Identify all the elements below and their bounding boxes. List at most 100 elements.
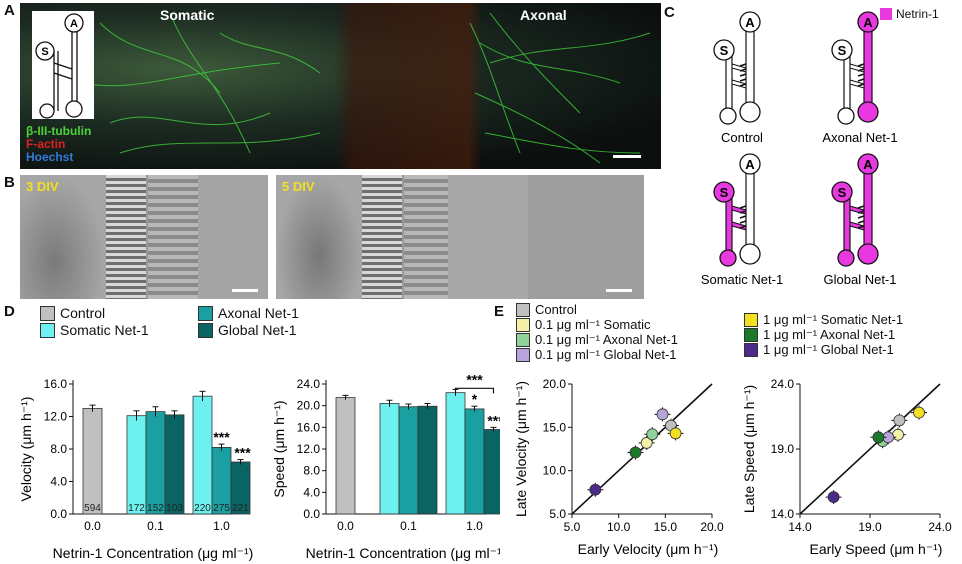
x-tick-label: 1.0 — [213, 519, 230, 533]
scatter-legend-right-label: 1 μg ml⁻¹ Axonal Net-1 — [763, 327, 896, 342]
scatter-legend-left-swatch — [516, 317, 530, 332]
panel-e-letter: E — [494, 303, 505, 320]
chip-condition-diagrams: A S Control A S Axonal Net-1 A S Somatic Net-1 A S… — [701, 11, 898, 287]
chip-name: Somatic Net-1 — [701, 272, 783, 287]
y-tick-label: 19.0 — [771, 442, 795, 456]
scatter-point — [893, 414, 906, 427]
bar-legend-label: Global Net-1 — [218, 322, 297, 338]
bar — [483, 429, 500, 515]
bar-legend: Control Somatic Net-1 Axonal Net-1 Global N… — [40, 305, 340, 341]
x-tick-label: 24.0 — [928, 520, 952, 534]
bar — [464, 408, 485, 515]
scatter-legend-left-item-3: 0.1 μg ml⁻¹ Global Net-1 — [516, 347, 746, 362]
bar-legend-swatch — [198, 305, 213, 321]
scatter-point — [646, 428, 659, 441]
microgroove — [857, 68, 865, 72]
somatic-link-2 — [849, 221, 865, 231]
bar-legend-label: Axonal Net-1 — [218, 305, 299, 321]
x-tick-label: 10.0 — [607, 520, 631, 534]
scatter-legend-left-swatch — [516, 332, 530, 347]
somatic-channel — [843, 53, 851, 113]
x-tick-label: 15.0 — [654, 520, 678, 534]
x-axis-label: Early Velocity (μm h⁻¹) — [578, 541, 719, 557]
microgroove — [857, 225, 865, 229]
somatic-well-bottom — [719, 107, 737, 125]
chip-s-label: S — [838, 43, 847, 58]
y-tick-label: 12.0 — [44, 410, 68, 424]
neurite-overlay — [79, 12, 651, 164]
microgroove — [739, 205, 747, 209]
bar — [417, 405, 438, 515]
bar-legend-item-3: Global Net-1 — [198, 322, 297, 338]
microgroove — [857, 78, 865, 82]
bar-count-label: 275 — [213, 503, 230, 514]
x-axis-label: Netrin-1 Concentration (μg ml⁻¹) — [53, 545, 254, 561]
scatter-legend-left: Control 0.1 μg ml⁻¹ Somatic 0.1 μg ml⁻¹ Ax… — [516, 302, 746, 364]
bar-legend-item-2: Axonal Net-1 — [198, 305, 299, 321]
bracket-label: *** — [466, 371, 483, 387]
somatic-well-top — [831, 181, 853, 203]
axonal-well-bottom — [739, 243, 761, 265]
chip-a-label: A — [863, 15, 873, 30]
panel-b-letter: B — [4, 174, 15, 191]
somatic-well-top — [831, 39, 853, 61]
significance-bracket — [454, 387, 495, 394]
axonal-channel — [863, 29, 873, 105]
bar — [335, 397, 356, 515]
y-tick-label: 8.0 — [303, 464, 320, 478]
netrin-swatch — [880, 8, 892, 20]
scatter-legend-left-item-2: 0.1 μg ml⁻¹ Axonal Net-1 — [516, 332, 746, 347]
microgroove — [857, 215, 865, 219]
chip-name: Control — [721, 130, 763, 145]
axonal-well-top — [739, 153, 761, 175]
chip-3: A S Global Net-1 — [824, 153, 896, 287]
scatter-legend-left-item-1: 0.1 μg ml⁻¹ Somatic — [516, 317, 746, 332]
label-5div: 5 DIV — [282, 179, 315, 194]
somatic-well-bottom — [719, 249, 737, 267]
y-tick-label: 10.0 — [543, 464, 567, 478]
bar-legend-item-0: Control — [40, 305, 105, 321]
bar — [82, 407, 103, 515]
significance-label: * — [472, 391, 478, 407]
x-tick-label: 1.0 — [466, 519, 483, 533]
stain-legend: β-III-tubulin F-actin Hoechst — [26, 125, 91, 164]
bar — [145, 411, 166, 515]
identity-line — [799, 383, 941, 515]
bar-legend-swatch — [198, 322, 213, 338]
bar-legend-label: Control — [60, 305, 106, 321]
bar — [192, 395, 213, 515]
y-axis-label: Speed (μm h⁻¹) — [271, 400, 287, 497]
bar-count-label: 594 — [84, 503, 101, 514]
microgroove — [739, 68, 747, 72]
panel-d-letter: D — [4, 303, 15, 320]
scatter-legend-left-label: 0.1 μg ml⁻¹ Axonal Net-1 — [535, 332, 678, 347]
axonal-channel — [745, 171, 755, 247]
scatter-legend-right-swatch — [744, 342, 758, 357]
scatter-legend-left-swatch — [516, 302, 530, 317]
microgroove — [857, 83, 865, 87]
scatter-point — [827, 491, 840, 504]
scatter-point — [589, 483, 602, 496]
significance-label: *** — [487, 412, 500, 428]
chip-s-label: S — [720, 43, 729, 58]
phase-image-5div: 5 DIV — [276, 175, 644, 299]
somatic-link-2 — [731, 79, 747, 89]
chip-a-label: A — [70, 18, 78, 30]
x-tick-label: 19.0 — [858, 520, 882, 534]
scatter-chart-2: 5.0 10.0 15.0 20.0 5.0 10.0 15.0 20.0 Early Velo… — [513, 377, 724, 557]
axonal-well-bottom — [857, 101, 879, 123]
microgroove — [739, 63, 747, 67]
bar — [379, 403, 400, 515]
chip-inset: A S — [32, 11, 94, 119]
y-tick-label: 20.0 — [543, 377, 567, 391]
bar-count-label: 221 — [232, 503, 249, 514]
x-tick-label: 0.1 — [147, 519, 164, 533]
microgroove — [739, 215, 747, 219]
netrin-legend-label: Netrin-1 — [896, 7, 939, 21]
microgroove — [857, 220, 865, 224]
microgroove — [739, 83, 747, 87]
y-tick-label: 0.0 — [303, 507, 320, 521]
chip-s-label: S — [838, 185, 847, 200]
